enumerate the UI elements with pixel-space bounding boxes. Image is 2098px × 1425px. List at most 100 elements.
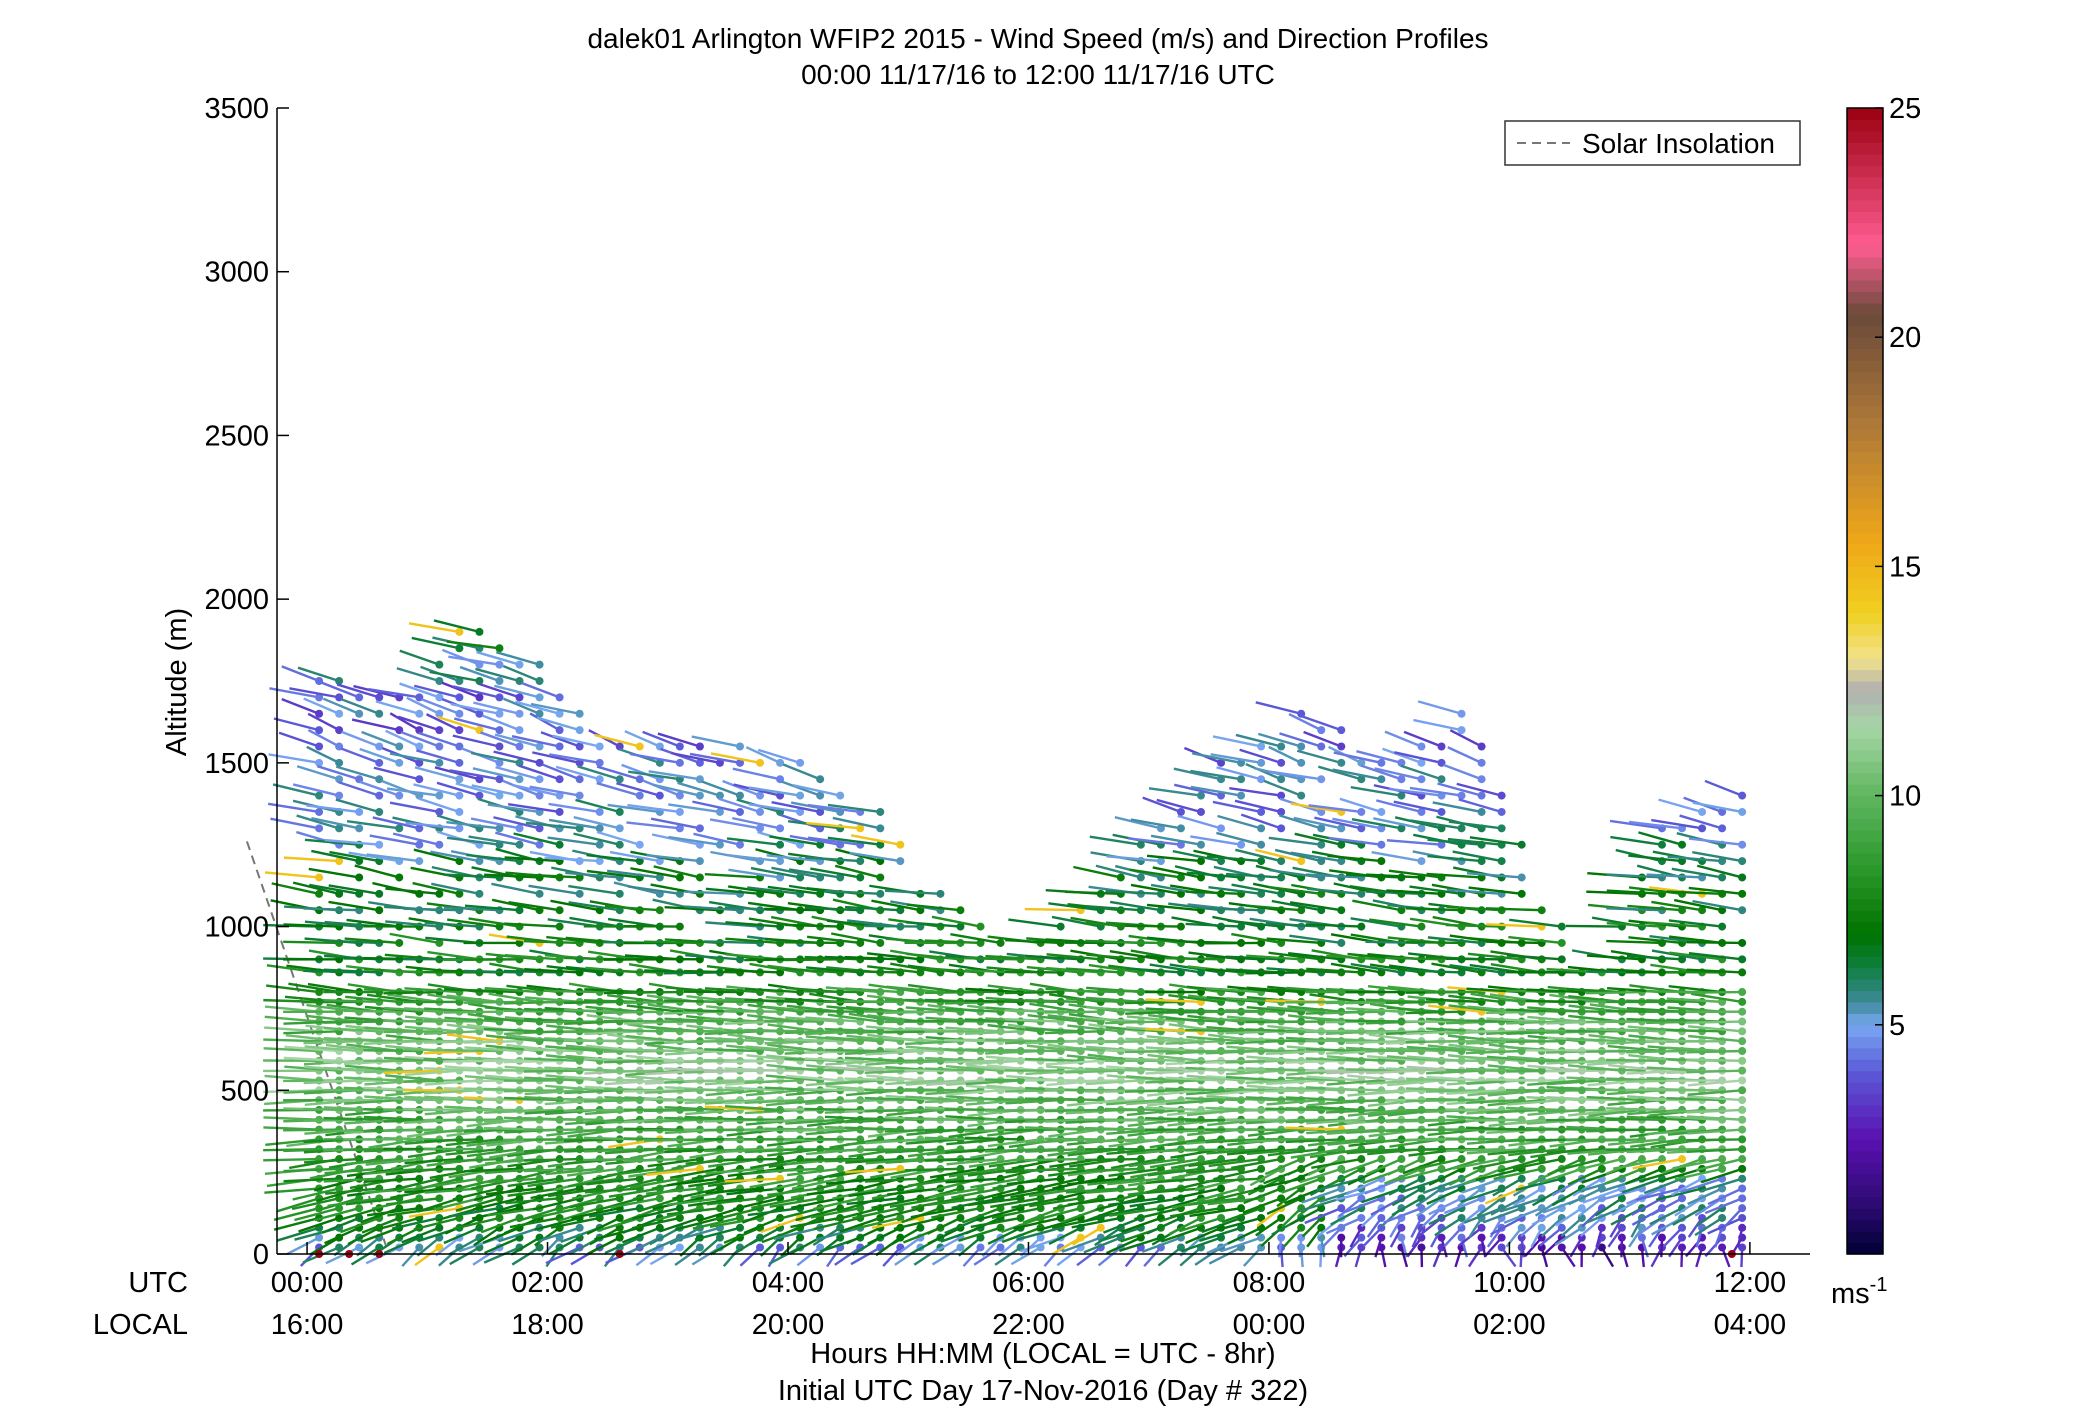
wind-barb-point bbox=[675, 758, 684, 767]
wind-barb-line bbox=[844, 1049, 901, 1055]
wind-barb-line bbox=[825, 1065, 881, 1072]
wind-barb-point bbox=[816, 807, 825, 816]
wind-barb-line bbox=[538, 1226, 581, 1243]
wind-barb-line bbox=[264, 1187, 320, 1194]
wind-barb-line bbox=[765, 1074, 821, 1082]
wind-barb-line bbox=[834, 1246, 861, 1266]
wind-barb-line bbox=[1325, 1010, 1382, 1015]
wind-barb-point bbox=[1477, 775, 1486, 784]
wind-barb-line bbox=[907, 1177, 961, 1187]
wind-barb-line bbox=[436, 781, 480, 797]
wind-barb-line bbox=[846, 1034, 901, 1043]
wind-barb-point bbox=[1016, 1174, 1025, 1183]
wind-barb-point bbox=[1337, 938, 1346, 947]
wind-barb-point bbox=[315, 791, 324, 800]
wind-barb-point bbox=[555, 693, 564, 702]
wind-barb-line bbox=[607, 803, 660, 814]
wind-barb-point bbox=[495, 1213, 504, 1222]
wind-barb-point bbox=[1517, 873, 1526, 882]
wind-barb-line bbox=[466, 1148, 520, 1158]
wind-barb-line bbox=[296, 765, 340, 781]
wind-barb-point bbox=[375, 840, 384, 849]
wind-barb-line bbox=[1405, 1118, 1462, 1123]
wind-barb-point bbox=[315, 726, 324, 735]
wind-barb-point bbox=[1297, 1223, 1306, 1232]
wind-barb-line bbox=[771, 801, 821, 814]
wind-barb-line bbox=[545, 1045, 600, 1053]
wind-barb-point bbox=[896, 840, 905, 849]
wind-barb-line bbox=[584, 1030, 640, 1036]
wind-barb-point bbox=[776, 873, 785, 882]
wind-barb-line bbox=[890, 962, 941, 974]
wind-barb-point bbox=[1437, 742, 1446, 751]
wind-barb-line bbox=[586, 853, 640, 863]
wind-barb-line bbox=[338, 781, 380, 797]
wind-barb-line bbox=[441, 648, 480, 666]
wind-barb-line bbox=[832, 816, 881, 830]
wind-barb-point bbox=[535, 758, 544, 767]
wind-barb-line bbox=[1445, 957, 1502, 961]
wind-barb-line bbox=[970, 1177, 1021, 1189]
wind-barb-line bbox=[344, 1157, 400, 1166]
wind-barb-line bbox=[403, 1107, 460, 1112]
wind-barb-line bbox=[361, 1216, 400, 1234]
wind-barb-line bbox=[306, 804, 360, 814]
wind-barb-line bbox=[321, 681, 360, 699]
wind-barb-line bbox=[448, 655, 500, 666]
wind-barb-point bbox=[1497, 807, 1506, 816]
wind-barb-line bbox=[360, 1226, 400, 1244]
wind-barb-line bbox=[361, 730, 400, 748]
wind-barb-line bbox=[927, 1226, 961, 1245]
wind-barb-point bbox=[1297, 791, 1306, 800]
wind-barb-point bbox=[796, 1174, 805, 1183]
wind-barb-line bbox=[849, 851, 901, 863]
wind-barb-point bbox=[315, 889, 324, 898]
wind-barb-point bbox=[876, 824, 885, 833]
wind-barb-line bbox=[308, 883, 360, 896]
wind-barb-line bbox=[866, 1074, 921, 1082]
wind-barb-point bbox=[1196, 840, 1205, 849]
wind-barb-line bbox=[565, 871, 620, 879]
wind-barb-line bbox=[780, 1236, 801, 1257]
wind-barb-point bbox=[455, 709, 464, 718]
wind-barb-point bbox=[655, 791, 664, 800]
wind-barb-line bbox=[586, 1216, 621, 1235]
wind-barb-point bbox=[475, 857, 484, 866]
wind-barb-line bbox=[472, 1197, 520, 1211]
wind-barb-line bbox=[931, 1246, 962, 1266]
wind-barb-line bbox=[464, 904, 520, 912]
wind-barb-point bbox=[575, 889, 584, 898]
wind-barb-line bbox=[784, 1038, 841, 1043]
wind-barb-line bbox=[906, 952, 961, 961]
wind-barb-point bbox=[1056, 922, 1065, 931]
wind-barb-line bbox=[1405, 940, 1462, 945]
wind-barb-line bbox=[586, 1177, 640, 1186]
wind-barb-line bbox=[866, 965, 921, 974]
wind-barb-line bbox=[563, 1030, 620, 1034]
wind-barb-line bbox=[726, 853, 781, 863]
wind-barb-point bbox=[515, 1194, 524, 1203]
wind-barb-line bbox=[744, 987, 801, 994]
wind-barb-line bbox=[929, 1167, 981, 1179]
wind-barb-line bbox=[348, 851, 400, 863]
wind-barb-point bbox=[695, 857, 704, 866]
wind-barb-line bbox=[810, 1206, 861, 1219]
wind-barb-line bbox=[804, 1088, 861, 1092]
wind-barb-point bbox=[435, 938, 444, 947]
wind-barb-line bbox=[772, 1177, 821, 1191]
wind-barb-line bbox=[443, 1079, 500, 1084]
wind-barb-line bbox=[586, 869, 640, 879]
wind-barb-point bbox=[555, 922, 564, 931]
wind-barb-line bbox=[347, 1226, 380, 1246]
wind-barb-line bbox=[905, 1006, 961, 1013]
wind-barb-point bbox=[515, 742, 524, 751]
wind-barb-line bbox=[620, 1207, 661, 1224]
wind-barb-line bbox=[886, 985, 941, 994]
wind-barb-line bbox=[623, 1000, 680, 1005]
wind-barb-line bbox=[587, 1236, 621, 1255]
wind-barb-point bbox=[1497, 857, 1506, 866]
wind-barb-point bbox=[555, 726, 564, 735]
wind-barb-line bbox=[710, 752, 761, 765]
wind-barb-line bbox=[813, 1216, 861, 1231]
wind-barb-line bbox=[834, 864, 881, 879]
